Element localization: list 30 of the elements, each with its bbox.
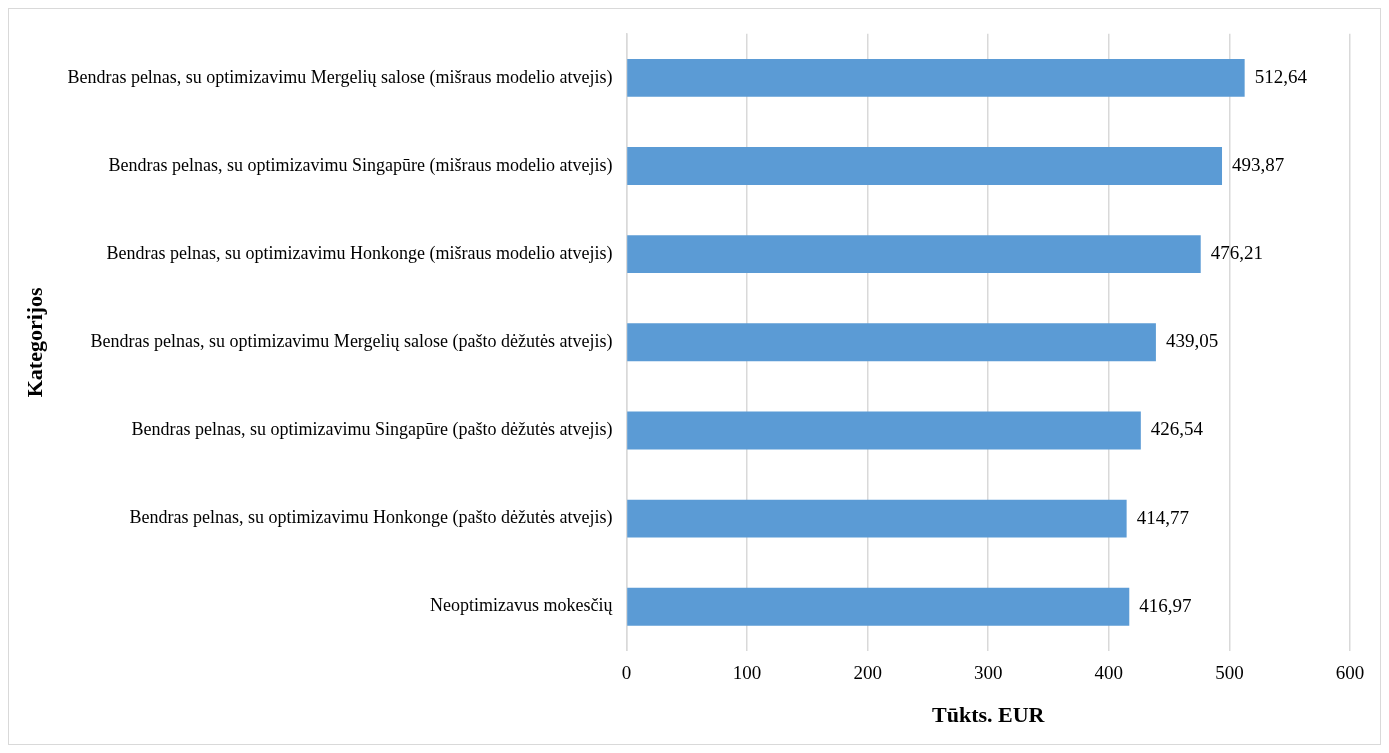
y-tick-label: Bendras pelnas, su optimizavimu Honkonge (pašto dėžutės atvejis)	[129, 507, 613, 529]
y-tick-label: Bendras pelnas, su optimizavimu Mergelių salose (pašto dėžutės atvejis)	[90, 331, 613, 353]
x-tick-label: 500	[1215, 662, 1244, 684]
data-label: 439,05	[1165, 330, 1219, 352]
data-label: 512,64	[1254, 65, 1308, 87]
x-tick-label: 0	[621, 662, 632, 684]
x-tick-label: 600	[1335, 662, 1365, 684]
data-label: 416,97	[1139, 594, 1192, 616]
bar	[627, 587, 1130, 626]
y-tick-label: Bendras pelnas, su optimizavimu Singapūre (pašto dėžutės atvejis)	[131, 419, 613, 441]
data-label: 414,77	[1136, 506, 1189, 528]
bar	[627, 147, 1223, 185]
data-label: 476,21	[1210, 242, 1263, 264]
x-tick-label: 200	[853, 662, 882, 684]
data-label: 426,54	[1150, 418, 1204, 440]
x-tick-label: 300	[973, 662, 1003, 684]
y-tick-label: Bendras pelnas, su optimizavimu Honkonge (mišraus modelio atvejis)	[106, 242, 613, 264]
data-label: 493,87	[1232, 154, 1285, 175]
x-tick-label: 400	[1094, 662, 1124, 684]
bar	[627, 235, 1201, 274]
x-tick-label: 100	[732, 662, 762, 684]
bar	[627, 499, 1127, 538]
x-axis-title: Tūkts. EUR	[931, 702, 1046, 728]
y-tick-label: Neoptimizavus mokesčių	[429, 595, 614, 616]
bar	[627, 58, 1245, 97]
y-tick-label: Bendras pelnas, su optimizavimu Mergelių salose (mišraus modelio atvejis)	[67, 66, 613, 88]
y-axis-title: Kategorijos	[21, 286, 47, 398]
bar	[627, 323, 1156, 362]
bar	[627, 411, 1141, 450]
y-tick-label: Bendras pelnas, su optimizavimu Singapūre (mišraus modelio atvejis)	[108, 154, 613, 176]
